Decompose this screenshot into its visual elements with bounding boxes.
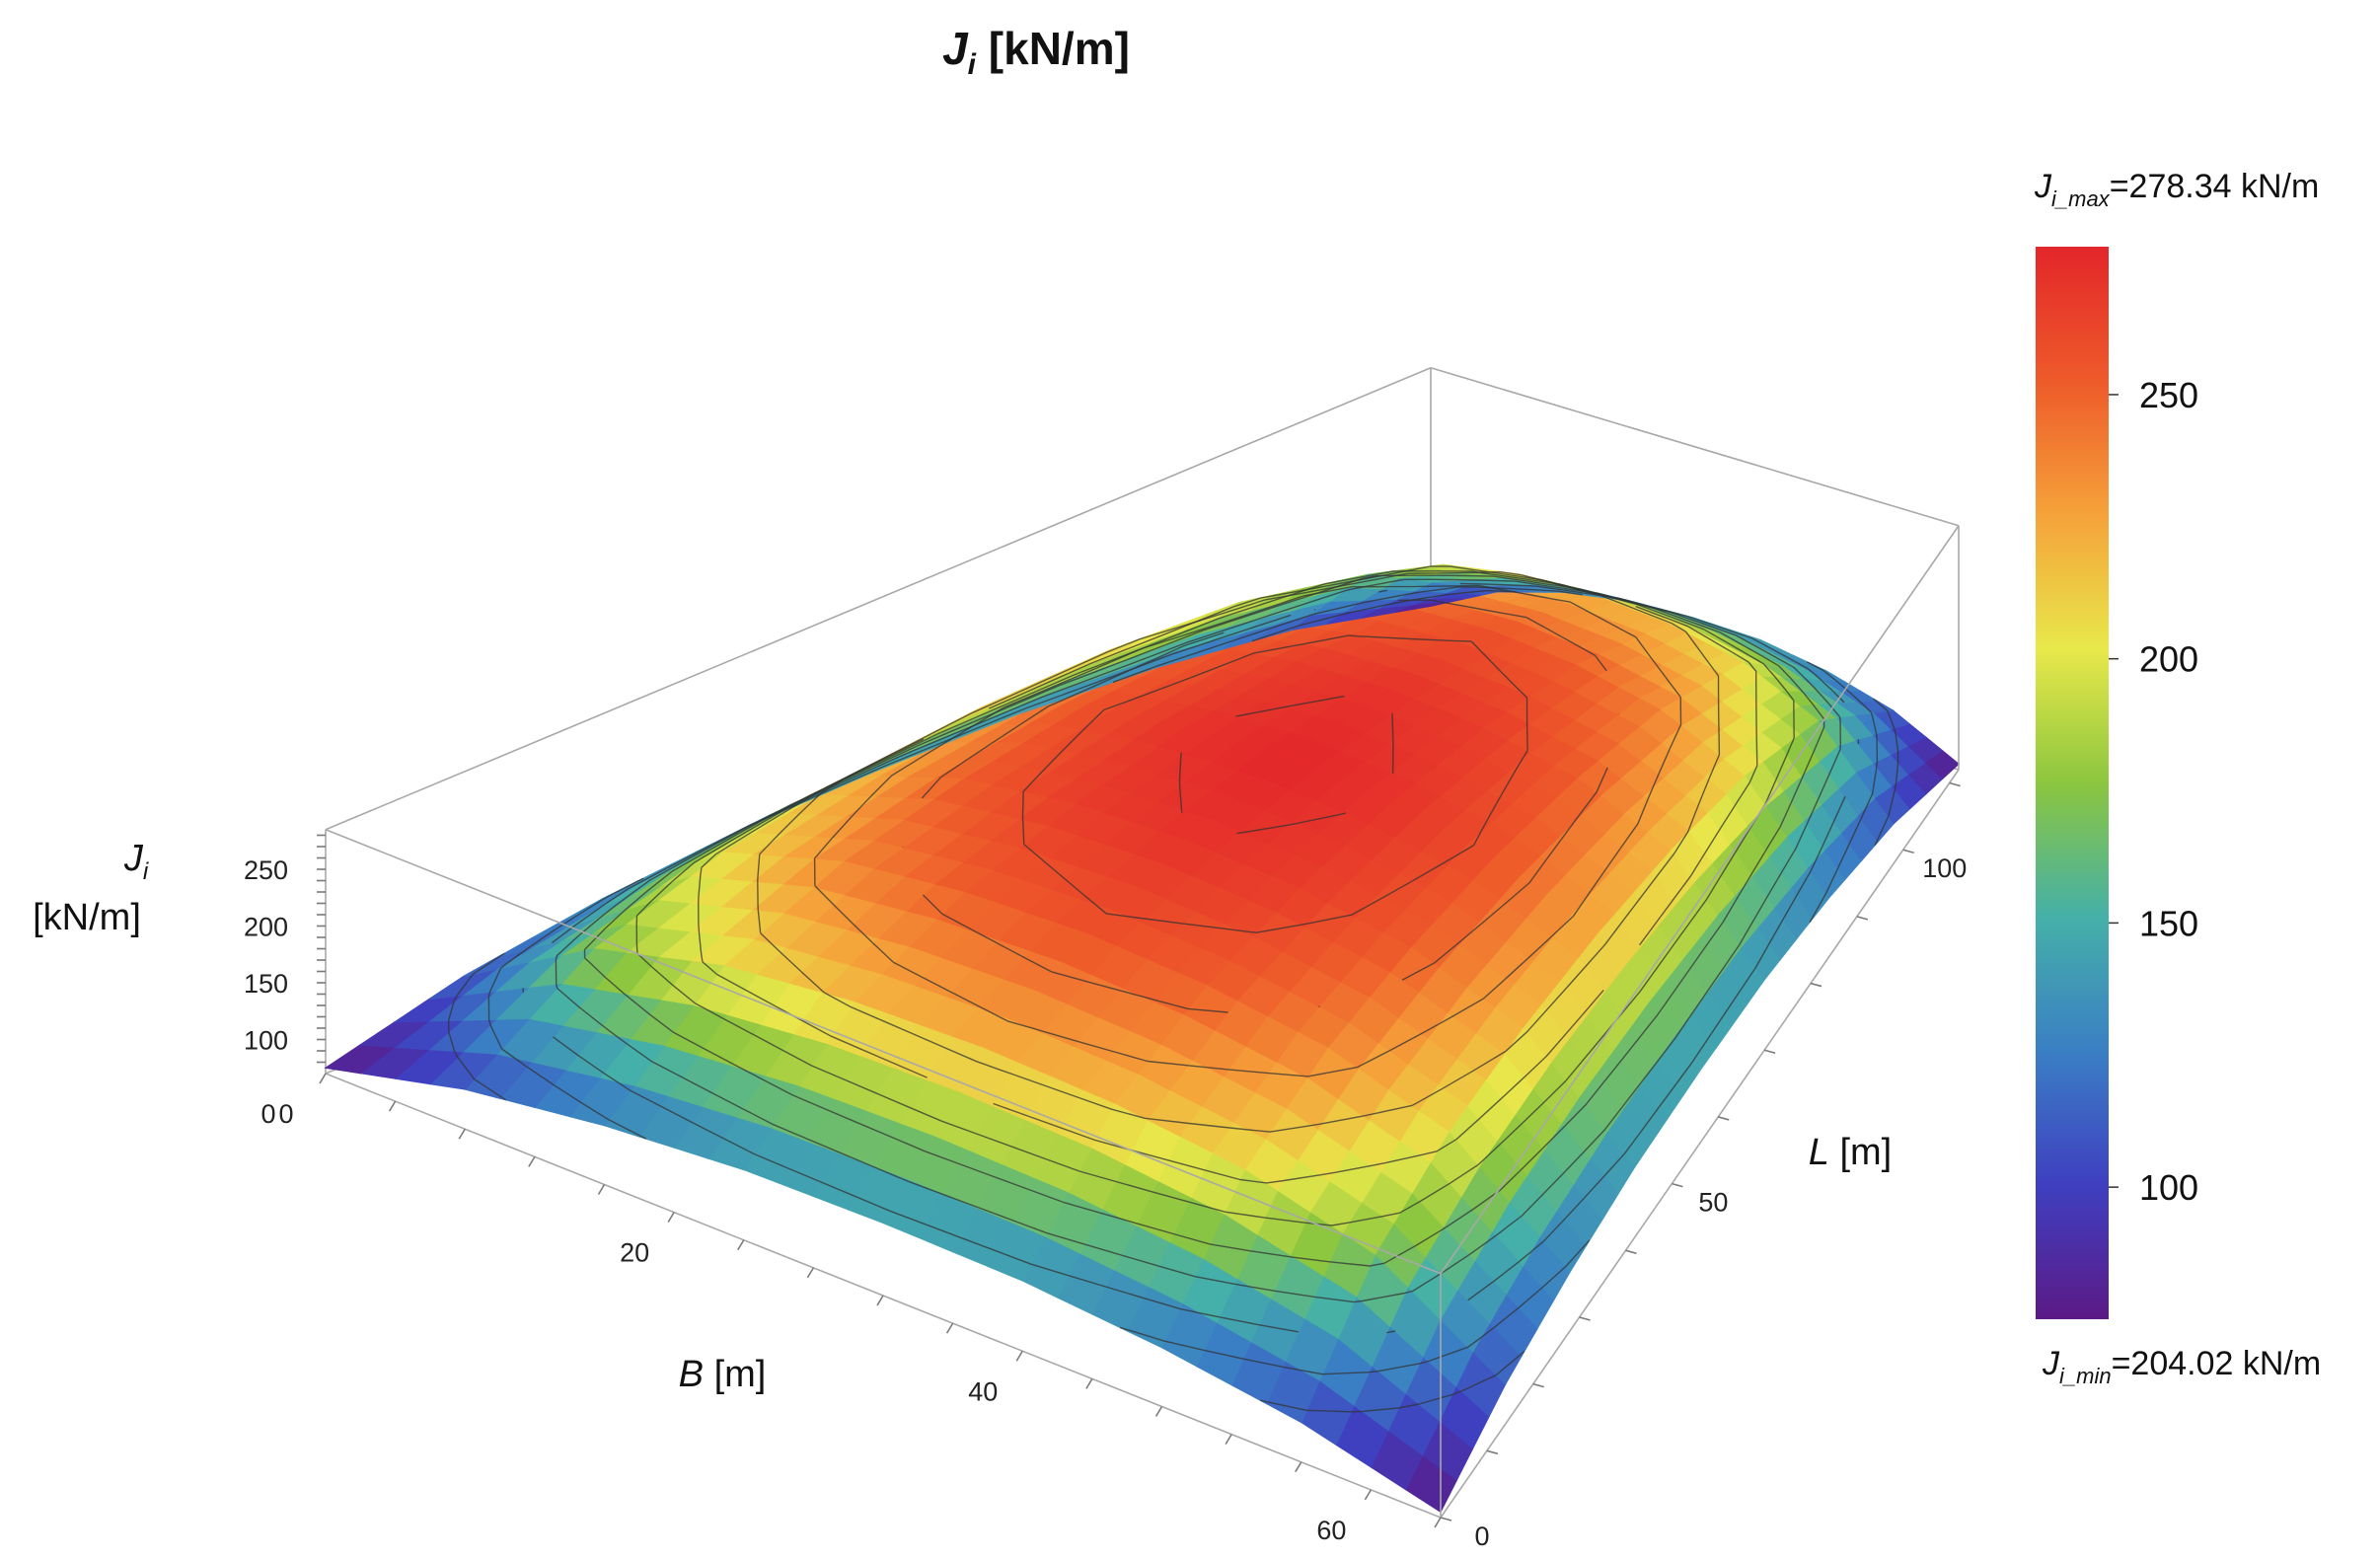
plot-title: Ji [kN/m] xyxy=(942,23,1130,81)
box-edge xyxy=(1430,366,1960,527)
x-tick-mark xyxy=(1085,1377,1093,1389)
contour-line xyxy=(522,582,1860,1334)
x-tick-label: 60 xyxy=(1316,1516,1346,1545)
x-tick-mark xyxy=(945,1322,954,1334)
x-tick-mark xyxy=(458,1128,466,1140)
contour-line xyxy=(902,599,1619,1013)
y-tick-mark xyxy=(1532,1382,1544,1388)
x-tick-label: 40 xyxy=(968,1376,998,1406)
x-tick-mark xyxy=(1154,1406,1163,1417)
z-tick-label: 250 xyxy=(244,855,288,885)
contour-line xyxy=(635,570,1795,1226)
z-tick-label: 100 xyxy=(244,1026,288,1056)
y-tick-mark xyxy=(1718,1116,1730,1121)
z-axis-label-unit: [kN/m] xyxy=(33,897,141,938)
colorbar-ticks: 100 150 200 250 xyxy=(2109,375,2198,1208)
x-tick-mark xyxy=(1364,1489,1373,1501)
box-edge xyxy=(1440,769,1960,1519)
x-tick-mark xyxy=(876,1295,884,1306)
contour-line xyxy=(813,584,1682,1077)
colorbar xyxy=(2036,247,2109,1319)
y-axis-ticks: 0 50 100 xyxy=(1440,781,1967,1551)
z-tick-label: 150 xyxy=(244,969,288,999)
z-tick-label: 200 xyxy=(244,913,288,942)
y-tick-mark xyxy=(1763,1049,1776,1055)
contour-line xyxy=(487,586,1879,1375)
x-tick-mark xyxy=(737,1239,745,1251)
y-tick-mark xyxy=(1672,1182,1683,1188)
x-tick-mark xyxy=(388,1100,397,1112)
box-edge xyxy=(325,367,1432,831)
contour-line xyxy=(698,565,1758,1184)
x-axis-ticks: 0 20 40 60 0 xyxy=(260,1073,1442,1545)
colorbar-tick-label: 100 xyxy=(2139,1167,2198,1208)
x-tick-mark xyxy=(1015,1350,1023,1362)
x-tick-label: 0 xyxy=(278,1099,293,1129)
y-tick-mark xyxy=(1810,982,1822,988)
contour-line xyxy=(1178,695,1394,835)
colorbar-tick-label: 150 xyxy=(2139,903,2198,943)
colorbar-tick-label: 200 xyxy=(2139,639,2198,680)
x-tick-mark xyxy=(1225,1434,1232,1446)
y-tick-mark xyxy=(1949,781,1961,787)
contour-lines xyxy=(447,565,1899,1413)
x-tick-mark xyxy=(1434,1517,1442,1528)
y-axis-label: L [m] xyxy=(1809,1132,1892,1173)
origin-tick-label: 0 xyxy=(260,1099,275,1129)
y-tick-label: 50 xyxy=(1698,1188,1728,1218)
colorbar-min-label: Ji_min=204.02 kN/m xyxy=(2042,1345,2321,1388)
x-tick-label: 20 xyxy=(620,1238,649,1268)
x-tick-mark xyxy=(528,1155,536,1167)
y-tick-mark xyxy=(1440,1517,1452,1522)
z-axis-label-var: Ji xyxy=(123,838,149,885)
box-edge xyxy=(325,829,1442,1275)
x-tick-mark xyxy=(1295,1461,1302,1473)
x-tick-mark xyxy=(597,1184,606,1195)
contour-line xyxy=(757,571,1721,1133)
box-edge xyxy=(1440,525,1960,1275)
x-tick-mark xyxy=(806,1267,815,1279)
x-tick-mark xyxy=(319,1073,327,1084)
colorbar-max-label: Ji_max=278.34 kN/m xyxy=(2034,168,2319,211)
x-tick-mark xyxy=(667,1212,675,1224)
contour-line xyxy=(447,589,1899,1413)
y-tick-mark xyxy=(1902,849,1914,854)
colorbar-tick-label: 250 xyxy=(2139,375,2198,415)
surface-mesh xyxy=(324,563,1960,1514)
z-axis-ticks: 100 150 200 250 xyxy=(244,834,326,1064)
contour-line xyxy=(1021,634,1528,933)
y-tick-mark xyxy=(1486,1449,1499,1455)
y-tick-mark xyxy=(1856,916,1869,921)
x-axis-label: B [m] xyxy=(679,1354,767,1395)
y-tick-label: 100 xyxy=(1922,854,1967,883)
y-tick-mark xyxy=(1625,1249,1637,1255)
y-tick-label: 0 xyxy=(1474,1522,1489,1551)
y-tick-mark xyxy=(1579,1316,1591,1321)
